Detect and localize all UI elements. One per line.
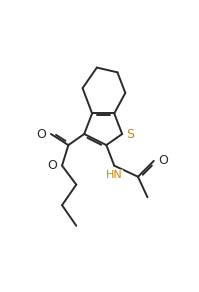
Text: O: O <box>48 159 58 172</box>
Text: HN: HN <box>106 170 123 180</box>
Text: S: S <box>126 128 134 140</box>
Text: O: O <box>158 154 168 167</box>
Text: O: O <box>37 128 46 140</box>
